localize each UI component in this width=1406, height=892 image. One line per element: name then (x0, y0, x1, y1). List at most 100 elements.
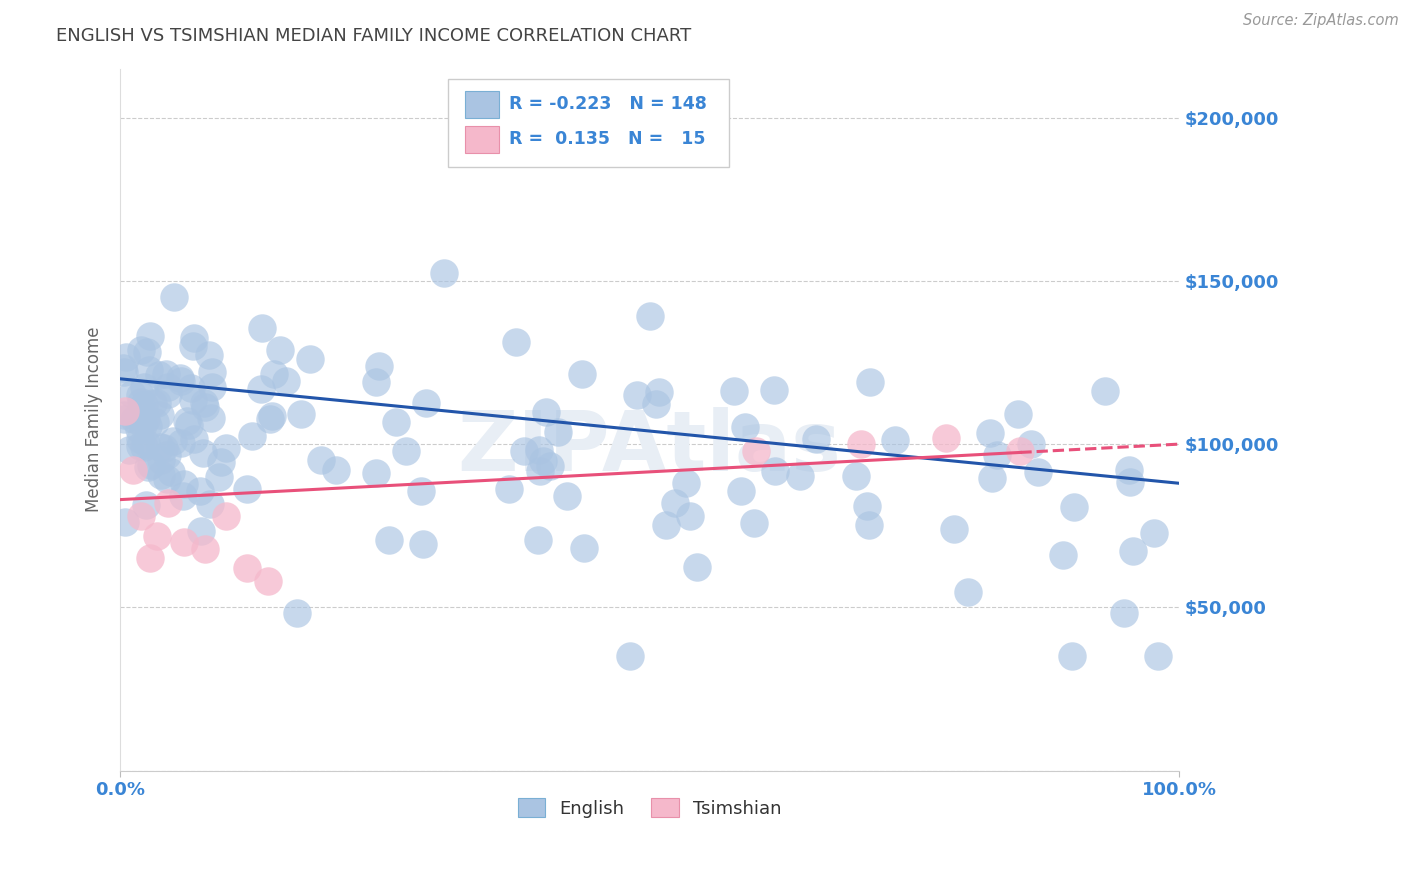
Point (135, 412, 157, 426)
Point (806, 432, 828, 446)
Point (734, 420, 756, 434)
Point (765, 464, 787, 478)
Point (1052, 548, 1074, 562)
Point (513, 444, 536, 458)
Point (527, 442, 550, 457)
Point (118, 442, 141, 457)
Point (274, 375, 297, 389)
Legend: English, Tsimshian: English, Tsimshian (510, 791, 789, 825)
Point (935, 431, 957, 445)
Point (128, 422, 150, 436)
Point (194, 541, 217, 556)
Point (789, 469, 811, 483)
Point (180, 381, 202, 395)
Text: ENGLISH VS TSIMSHIAN MEDIAN FAMILY INCOME CORRELATION CHART: ENGLISH VS TSIMSHIAN MEDIAN FAMILY INCOM… (56, 27, 692, 45)
Point (742, 516, 765, 531)
Point (723, 384, 745, 399)
Point (193, 396, 215, 410)
Point (169, 374, 191, 388)
Point (181, 339, 204, 353)
Point (1122, 543, 1144, 558)
Point (153, 441, 176, 455)
Point (215, 508, 238, 523)
Point (257, 574, 280, 589)
Point (129, 439, 152, 453)
Point (884, 434, 907, 448)
Point (134, 440, 156, 454)
Point (136, 459, 159, 474)
Point (505, 334, 527, 349)
Point (1063, 500, 1085, 515)
Point (415, 396, 437, 410)
Point (136, 345, 159, 359)
Point (412, 537, 434, 551)
Point (1094, 384, 1116, 398)
Point (1118, 462, 1140, 476)
Point (183, 392, 205, 407)
Point (129, 343, 152, 357)
Point (138, 363, 160, 377)
Point (250, 382, 273, 396)
Point (236, 482, 259, 496)
Point (377, 533, 399, 547)
Point (534, 405, 557, 419)
Point (1060, 649, 1083, 664)
Point (763, 383, 786, 397)
Point (207, 469, 229, 483)
Point (139, 328, 162, 343)
Point (859, 375, 882, 389)
Point (979, 425, 1001, 440)
Point (263, 367, 285, 381)
Point (1007, 408, 1029, 422)
Point (638, 309, 661, 323)
Point (134, 380, 156, 394)
Point (957, 585, 980, 599)
Point (209, 455, 232, 469)
Point (138, 551, 160, 566)
Point (730, 483, 752, 498)
Point (135, 498, 157, 512)
Point (250, 321, 273, 335)
Point (648, 385, 671, 400)
Point (531, 454, 554, 468)
Point (744, 443, 766, 458)
Point (259, 412, 281, 426)
Point (1026, 465, 1049, 479)
Point (169, 371, 191, 385)
Point (645, 397, 668, 411)
Point (527, 533, 550, 547)
Point (311, 453, 333, 467)
Point (114, 404, 136, 418)
Point (170, 435, 193, 450)
Point (146, 528, 169, 542)
Point (201, 365, 224, 379)
Point (529, 464, 551, 478)
Point (128, 432, 150, 446)
Point (159, 465, 181, 479)
Point (149, 453, 172, 467)
Point (177, 417, 200, 432)
Point (142, 396, 165, 410)
Point (198, 498, 221, 512)
Point (129, 508, 152, 523)
Y-axis label: Median Family Income: Median Family Income (86, 326, 103, 512)
Point (188, 484, 211, 499)
Point (194, 400, 217, 414)
Text: ZIPAtlas: ZIPAtlas (458, 407, 842, 488)
Point (112, 365, 135, 379)
Point (135, 436, 157, 450)
Point (856, 499, 879, 513)
FancyBboxPatch shape (465, 126, 499, 153)
Point (173, 476, 195, 491)
FancyBboxPatch shape (465, 91, 499, 118)
Point (183, 432, 205, 446)
Point (236, 561, 259, 575)
Point (571, 367, 593, 381)
Point (858, 517, 880, 532)
Point (176, 414, 198, 428)
Point (172, 489, 194, 503)
Point (675, 475, 697, 490)
Point (686, 560, 709, 574)
Point (156, 472, 179, 486)
Point (980, 471, 1002, 485)
